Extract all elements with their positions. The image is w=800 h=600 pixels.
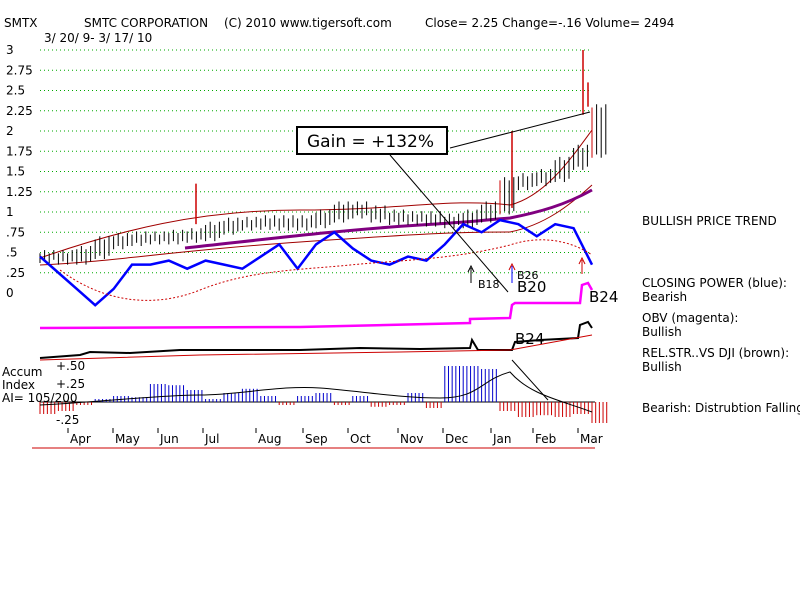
signal-label-b24-jan: B24 xyxy=(515,330,544,348)
x-tick-label: Dec xyxy=(445,432,468,446)
y-tick-label: 1.25 xyxy=(6,185,33,199)
y-tick-label: 1 xyxy=(6,205,14,219)
accum-label-line3: AI= 105/200 xyxy=(2,391,77,405)
x-tick-label: Aug xyxy=(258,432,281,446)
y-tick-label: 3 xyxy=(6,43,14,57)
gain-line xyxy=(449,111,591,149)
moving-average xyxy=(184,188,593,250)
lower-band xyxy=(39,184,593,266)
y-tick-label: 1.5 xyxy=(6,165,25,179)
accum-tick-minus25: -.25 xyxy=(56,413,79,427)
signal-label-b26: B26 xyxy=(517,269,539,282)
y-tick-label: .5 xyxy=(6,246,17,260)
y-tick-label: 0 xyxy=(6,286,14,300)
y-tick-label: 2.5 xyxy=(6,84,25,98)
gain-pointer-line xyxy=(389,154,509,293)
gain-label: Gain = +132% xyxy=(307,132,434,152)
signal-label-b18: B18 xyxy=(478,278,500,291)
accum-ma xyxy=(39,371,593,413)
y-tick-label: 1.75 xyxy=(6,144,33,158)
x-axis-months: Apr May Jun Jul Aug Sep Oct Nov Dec Jan Feb Mar xyxy=(67,428,603,446)
y-tick-label: 2 xyxy=(6,124,14,138)
y-tick-label: 2.75 xyxy=(6,63,33,77)
quote-summary: Close= 2.25 Change=-.16 Volume= 2494 xyxy=(425,16,674,30)
closing-power-ma xyxy=(59,239,593,301)
x-tick-label: Oct xyxy=(350,432,371,446)
x-tick-label: Apr xyxy=(70,432,91,446)
x-tick-label: Nov xyxy=(400,432,423,446)
y-tick-label: .25 xyxy=(6,266,25,280)
closing-power-value: Bearish xyxy=(642,290,687,304)
gain-box xyxy=(296,126,448,155)
relstr-value: Bullish xyxy=(642,360,682,374)
accum-tick-plus50: +.50 xyxy=(56,359,85,373)
obv-line xyxy=(39,281,594,330)
ticker-label: SMTX xyxy=(4,16,38,30)
date-range: 3/ 20/ 9- 3/ 17/ 10 xyxy=(44,31,152,45)
signal-arrow-b26-head xyxy=(508,262,516,271)
x-tick-label: May xyxy=(115,432,140,446)
copyright: (C) 2010 www.tigersoft.com xyxy=(224,16,392,30)
signal-label-b24-mar: B24 xyxy=(589,288,618,306)
x-tick-label: Jan xyxy=(492,432,512,446)
relative-strength-ma xyxy=(39,334,593,361)
signal-arrow-b18-head xyxy=(467,264,475,273)
x-tick-label: Feb xyxy=(535,432,556,446)
relstr-title: REL.STR..VS DJI (brown): xyxy=(642,346,789,360)
signal-label-b20: B20 xyxy=(517,278,546,296)
accum-label-line2: Index xyxy=(2,378,35,392)
company-name: SMTC CORPORATION xyxy=(84,16,208,30)
accum-label-line1: Accum xyxy=(2,365,43,379)
x-tick-label: Mar xyxy=(580,432,603,446)
x-tick-label: Jul xyxy=(204,432,219,446)
y-tick-label: .75 xyxy=(6,225,25,239)
trend-label: BULLISH PRICE TREND xyxy=(642,214,777,228)
obv-value: Bullish xyxy=(642,325,682,339)
price-bars xyxy=(39,50,607,265)
y-tick-label: 2.25 xyxy=(6,104,33,118)
closing-power-line xyxy=(39,218,594,307)
accum-tick-plus25: +.25 xyxy=(56,377,85,391)
accum-status: Bearish: Distrubtion Falling. xyxy=(642,401,800,415)
upper-band xyxy=(39,129,593,259)
closing-power-title: CLOSING POWER (blue): xyxy=(642,276,787,290)
signal-arrow-b24-head xyxy=(578,256,586,265)
x-tick-label: Jun xyxy=(159,432,179,446)
accum-histogram xyxy=(39,366,608,423)
obv-title: OBV (magenta): xyxy=(642,311,738,325)
x-tick-label: Sep xyxy=(305,432,328,446)
gain-pointer-line-2 xyxy=(511,359,549,401)
